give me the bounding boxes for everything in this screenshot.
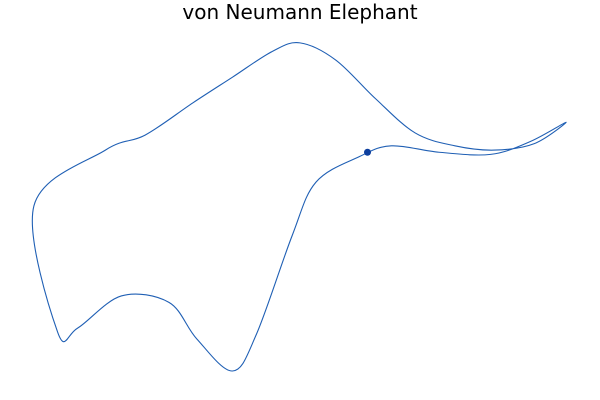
chart-title: von Neumann Elephant	[182, 0, 418, 24]
elephant-outline-series	[31, 42, 567, 372]
eye-marker	[364, 148, 372, 156]
